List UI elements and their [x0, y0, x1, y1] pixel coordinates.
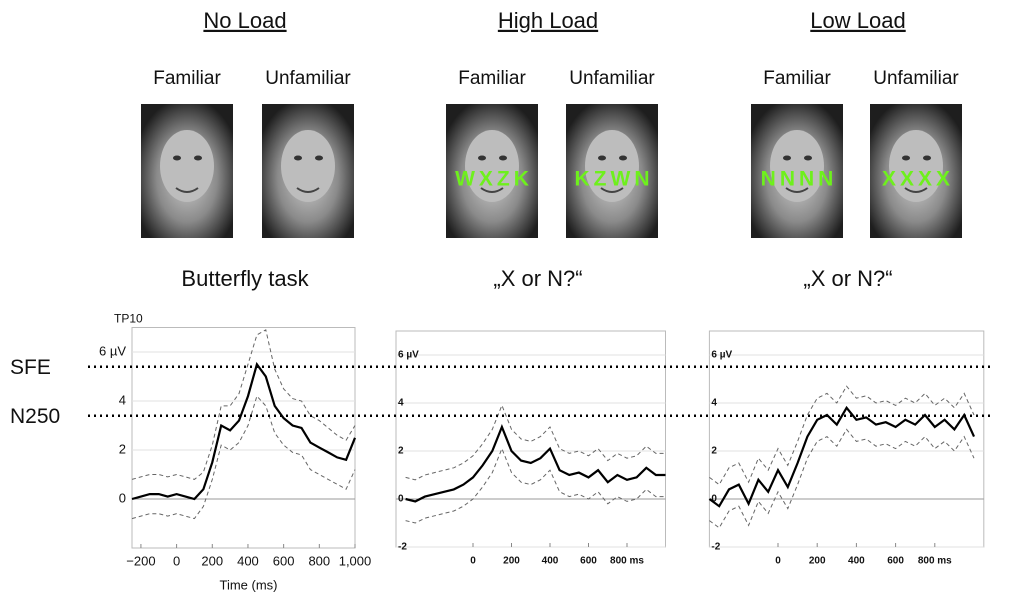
letter-overlay: XXXX	[882, 168, 954, 191]
y-tick-label: 0	[398, 494, 404, 505]
eye	[804, 155, 812, 161]
erp-line	[131, 395, 356, 520]
x-tick-label: 0	[470, 556, 476, 567]
eye	[619, 155, 627, 161]
y-tick-label: 6 µV	[99, 343, 126, 358]
mouth	[296, 187, 320, 193]
eye	[194, 155, 202, 161]
face-shape	[585, 130, 639, 202]
y-tick-label: 6 µV	[711, 350, 732, 361]
letter-overlay: WXZK	[455, 168, 533, 191]
letter-overlay: NNNN	[761, 168, 838, 191]
mouth	[600, 187, 624, 193]
y-tick-label: 2	[119, 441, 126, 456]
x-tick-label: 0	[173, 553, 180, 568]
erp-line	[708, 405, 976, 508]
mouth	[480, 187, 504, 193]
eye	[598, 155, 606, 161]
face-label: Unfamiliar	[569, 68, 655, 89]
y-tick-label: 4	[119, 392, 126, 407]
x-tick-label: 400	[848, 556, 865, 567]
eye	[173, 155, 181, 161]
x-tick-label: 600	[580, 556, 597, 567]
eye	[923, 155, 931, 161]
eye	[315, 155, 323, 161]
eye	[478, 155, 486, 161]
task-label: „X or N?“	[493, 266, 582, 291]
face-shape	[770, 130, 824, 202]
x-tick-label: 200	[201, 553, 223, 568]
task-label: „X or N?“	[803, 266, 892, 291]
face-label: Familiar	[763, 68, 831, 89]
x-tick-label: 800	[308, 553, 330, 568]
reference-label: N250	[10, 405, 60, 428]
x-tick-label: 200	[809, 556, 826, 567]
x-axis-label: Time (ms)	[219, 577, 277, 592]
erp-line	[405, 404, 666, 481]
eye	[902, 155, 910, 161]
erp-line	[131, 329, 356, 480]
y-tick-label: -2	[398, 542, 407, 553]
mouth	[175, 187, 199, 193]
letter-overlay: KZWN	[575, 168, 654, 191]
reference-label: SFE	[10, 356, 51, 379]
x-tick-label: 800 ms	[610, 556, 644, 567]
y-tick-label: 0	[119, 490, 126, 505]
face-shape	[465, 130, 519, 202]
face-label: Unfamiliar	[873, 68, 959, 89]
face-label: Familiar	[153, 68, 221, 89]
mouth	[785, 187, 809, 193]
y-tick-label: 2	[711, 446, 717, 457]
x-tick-label: 1,000	[339, 553, 372, 568]
plot-frame	[131, 327, 356, 549]
eye	[499, 155, 507, 161]
y-tick-label: 4	[398, 398, 404, 409]
mouth	[904, 187, 928, 193]
face-shape	[160, 130, 214, 202]
x-tick-label: 600	[273, 553, 295, 568]
x-tick-label: 800 ms	[918, 556, 952, 567]
eye	[294, 155, 302, 161]
panel-title: High Load	[498, 8, 598, 33]
x-tick-label: −200	[126, 553, 155, 568]
y-tick-label: 4	[711, 398, 717, 409]
channel-label: TP10	[114, 312, 143, 326]
task-label: Butterfly task	[181, 266, 309, 291]
erp-line	[709, 428, 975, 529]
x-tick-label: 200	[503, 556, 520, 567]
face-shape	[281, 130, 335, 202]
x-tick-label: 400	[237, 553, 259, 568]
plot-frame	[708, 330, 985, 548]
erp-line	[405, 447, 666, 524]
x-tick-label: 400	[542, 556, 559, 567]
y-tick-label: -2	[711, 542, 720, 553]
plot-frame	[395, 330, 666, 548]
x-tick-label: 600	[887, 556, 904, 567]
y-tick-label: 2	[398, 446, 404, 457]
y-tick-label: 6 µV	[398, 350, 419, 361]
panel-title: Low Load	[810, 8, 905, 33]
face-label: Familiar	[458, 68, 526, 89]
eye	[783, 155, 791, 161]
erp-line	[405, 424, 666, 503]
y-tick-label: 0	[711, 494, 717, 505]
panel-title: No Load	[203, 8, 286, 33]
face-shape	[889, 130, 943, 202]
x-tick-label: 0	[775, 556, 781, 567]
face-label: Unfamiliar	[265, 68, 351, 89]
erp-line	[131, 361, 357, 501]
erp-line	[709, 385, 975, 486]
